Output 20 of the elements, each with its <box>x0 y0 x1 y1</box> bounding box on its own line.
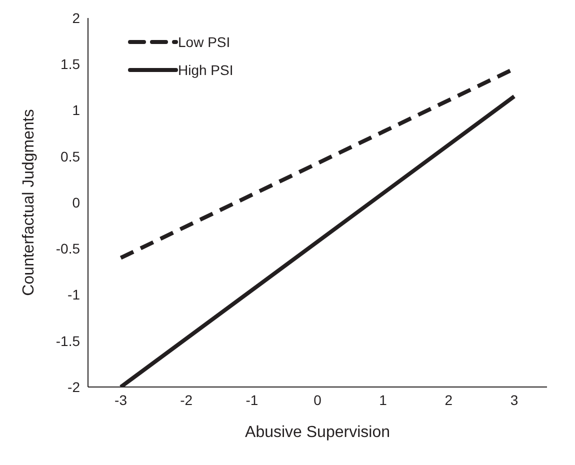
y-tick-label: -1.5 <box>56 332 80 349</box>
legend-label: Low PSI <box>178 34 230 50</box>
x-tick-label: -3 <box>114 392 128 408</box>
x-tick-label: 1 <box>379 392 388 408</box>
x-tick-label: 3 <box>510 392 518 408</box>
y-tick-label: -0.5 <box>56 240 80 257</box>
y-tick-label: 2 <box>72 10 80 26</box>
y-tick-label: -1 <box>68 286 80 303</box>
x-tick-label: 0 <box>314 392 322 408</box>
y-tick-label: -2 <box>68 378 80 395</box>
y-tick-label: 1.5 <box>60 56 80 72</box>
x-axis-title: Abusive Supervision <box>245 424 390 441</box>
x-tick-label: -2 <box>180 392 193 408</box>
x-tick-label: -1 <box>246 392 258 408</box>
y-axis-title: Counterfactual Judgments <box>20 109 38 296</box>
x-tick-label: 2 <box>444 392 453 408</box>
y-tick-label: 0 <box>72 194 80 210</box>
y-tick-label: 0.5 <box>60 148 80 164</box>
legend-label: High PSI <box>178 62 234 78</box>
y-tick-label: 1 <box>72 102 80 118</box>
